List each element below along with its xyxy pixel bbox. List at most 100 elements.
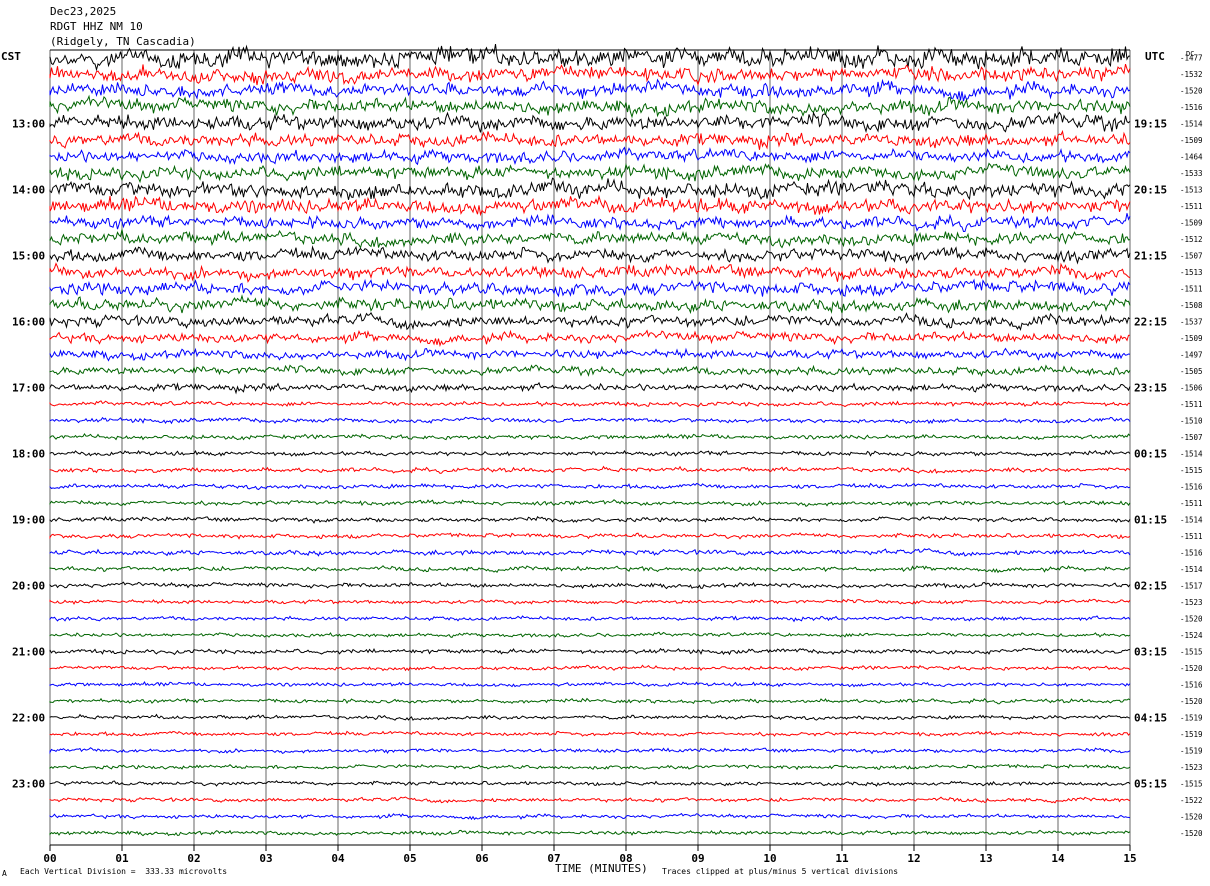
dc-offset-label: -1511: [1180, 532, 1203, 541]
dc-offset-label: -1511: [1180, 202, 1203, 211]
dc-offset-label: -1532: [1180, 70, 1203, 79]
seismic-trace: [49, 449, 1131, 457]
station-location: (Ridgely, TN Cascadia): [50, 35, 196, 48]
scale-note: Each Vertical Division = 333.33 microvol…: [20, 867, 228, 876]
seismic-trace: [49, 162, 1131, 184]
left-hour-label: 19:00: [12, 514, 45, 527]
right-hour-label: 00:15: [1134, 448, 1167, 461]
right-hour-label: 22:15: [1134, 316, 1167, 329]
dc-offset-label: -1523: [1180, 763, 1203, 772]
seismic-trace: [49, 278, 1131, 298]
x-axis-title: TIME (MINUTES): [555, 862, 648, 875]
x-tick-label: 06: [475, 852, 489, 865]
dc-offset-label: -1507: [1180, 252, 1203, 261]
x-tick-label: 11: [835, 852, 849, 865]
seismic-trace: [49, 194, 1131, 217]
dc-offset-label: -1510: [1180, 417, 1203, 426]
seismic-trace: [49, 532, 1131, 540]
right-hour-label: 23:15: [1134, 382, 1167, 395]
left-hour-label: 22:00: [12, 712, 45, 725]
seismic-trace: [49, 780, 1131, 787]
dc-offset-label: -1511: [1180, 400, 1203, 409]
left-hour-label: 16:00: [12, 316, 45, 329]
dc-offset-label: -1509: [1180, 219, 1203, 228]
seismic-trace: [49, 129, 1131, 150]
left-hour-label: 17:00: [12, 382, 45, 395]
seismic-trace: [49, 581, 1131, 590]
x-tick-label: 12: [907, 852, 920, 865]
dc-offset-label: -1512: [1180, 235, 1203, 244]
left-hour-label: 14:00: [12, 184, 45, 197]
seismic-trace: [49, 680, 1131, 688]
x-tick-label: 05: [403, 852, 416, 865]
seismic-trace: [49, 829, 1131, 837]
left-hour-labels: 13:00 14:00 15:00 16:00 17:00 18:00 19:00 20:00…: [12, 118, 45, 791]
left-hour-label: 13:00: [12, 118, 45, 131]
dc-offset-label: -1533: [1180, 169, 1203, 178]
x-tick-label: 15: [1123, 852, 1136, 865]
seismic-trace: [49, 262, 1131, 283]
seismic-trace: [49, 229, 1131, 249]
dc-offset-label: -1517: [1180, 582, 1203, 591]
dc-offset-label: -1520: [1180, 813, 1203, 822]
x-tick-label: 14: [1051, 852, 1065, 865]
seismic-trace: [49, 747, 1131, 755]
seismic-trace: [49, 763, 1131, 771]
right-hour-label: 03:15: [1134, 646, 1167, 659]
seismic-trace: [49, 631, 1131, 638]
x-tick-label: 03: [259, 852, 272, 865]
dc-label: DC: [1186, 50, 1195, 58]
seismic-trace: [49, 329, 1131, 348]
dc-offset-label: -1464: [1180, 153, 1203, 162]
dc-offset-label: -1514: [1180, 450, 1203, 459]
seismic-trace: [49, 312, 1131, 332]
dc-offset-label: -1520: [1180, 664, 1203, 673]
right-hour-label: 05:15: [1134, 778, 1167, 791]
dc-offset-label: -1516: [1180, 549, 1203, 558]
seismic-trace: [49, 730, 1131, 737]
x-tick-label: 04: [331, 852, 345, 865]
dc-offset-label: -1509: [1180, 136, 1203, 145]
seismic-trace: [49, 213, 1131, 233]
seismic-trace: [49, 548, 1131, 557]
seismic-trace: [49, 812, 1131, 821]
right-hour-label: 21:15: [1134, 250, 1167, 263]
dc-offset-label: -1516: [1180, 681, 1203, 690]
dc-offset-label: -1507: [1180, 433, 1203, 442]
seismic-trace: [49, 381, 1131, 395]
dc-offset-label: -1520: [1180, 829, 1203, 838]
station-code: RDGT HHZ NM 10: [50, 20, 143, 33]
dc-offset-label: -1497: [1180, 351, 1203, 360]
seismic-trace: [49, 647, 1131, 656]
x-tick-label: 00: [43, 852, 56, 865]
right-timezone-label: UTC: [1145, 50, 1165, 63]
seismic-trace: [49, 146, 1131, 166]
seismic-trace: [49, 796, 1131, 804]
dc-offset-label: -1506: [1180, 384, 1203, 393]
left-hour-label: 23:00: [12, 778, 45, 791]
right-hour-label: 01:15: [1134, 514, 1167, 527]
dc-offset-label: -1520: [1180, 697, 1203, 706]
dc-offset-label: -1515: [1180, 648, 1203, 657]
dc-offset-label: -1515: [1180, 780, 1203, 789]
seismic-trace: [49, 400, 1131, 408]
clip-note: Traces clipped at plus/minus 5 vertical …: [662, 867, 899, 876]
dc-offset-label: -1537: [1180, 318, 1203, 327]
seismic-trace: [49, 416, 1131, 425]
left-hour-label: 18:00: [12, 448, 45, 461]
dc-offset-label: -1477: [1180, 54, 1203, 63]
x-tick-label: 09: [691, 852, 704, 865]
seismic-trace: [49, 94, 1131, 119]
seismic-trace: [49, 111, 1131, 134]
dc-offset-label: -1519: [1180, 714, 1203, 723]
dc-offset-label: -1505: [1180, 367, 1203, 376]
dc-offset-label: -1514: [1180, 120, 1203, 129]
seismic-trace: [49, 713, 1131, 721]
dc-offset-label: -1511: [1180, 285, 1203, 294]
dc-offset-label: -1514: [1180, 516, 1203, 525]
dc-offset-label: -1514: [1180, 565, 1203, 574]
dc-offset-label: -1513: [1180, 186, 1203, 195]
seismic-trace: [49, 598, 1131, 605]
dc-offset-label: -1522: [1180, 796, 1203, 805]
